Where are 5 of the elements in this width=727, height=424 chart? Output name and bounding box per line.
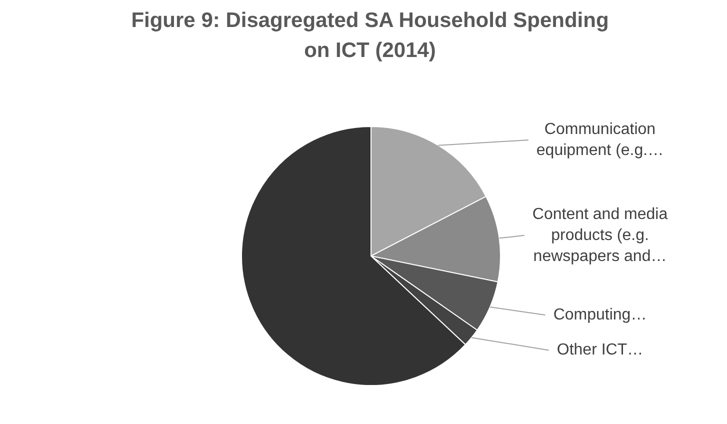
slice-label: Content and media products (e.g. newspapers and… <box>532 206 668 265</box>
slice-label: Communication equipment (e.g.… <box>536 120 664 159</box>
slice-label: Computing… <box>553 306 647 324</box>
chart-title: Figure 9: Disagregated SA Household Spending on ICT (2014) <box>130 8 610 64</box>
slice-label: Other ICT… <box>556 342 644 359</box>
